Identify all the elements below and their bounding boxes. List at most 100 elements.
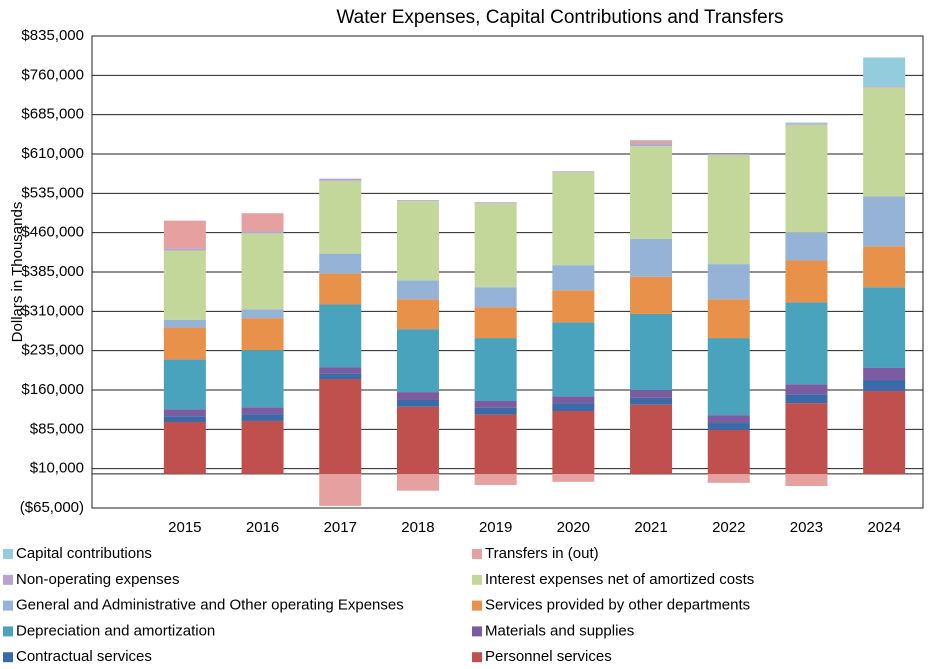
y-tick-label: $835,000 <box>21 27 84 44</box>
legend-swatch <box>3 549 13 559</box>
bar-segment <box>319 178 362 181</box>
y-tick-label: $535,000 <box>21 184 84 201</box>
bar-segment <box>163 319 206 328</box>
legend-swatch <box>472 652 482 663</box>
bar-segment <box>396 473 439 491</box>
legend-label: Services provided by other departments <box>485 597 750 614</box>
legend-label: Contractual services <box>16 648 152 665</box>
legend-swatch <box>472 549 482 559</box>
legend-label: Non-operating expenses <box>16 571 179 588</box>
bar-segment <box>785 384 828 395</box>
bar-segment <box>630 144 673 147</box>
bar-segment <box>396 329 439 393</box>
bar-segment <box>785 232 828 261</box>
bar-segment <box>474 338 517 402</box>
y-tick-label: $460,000 <box>21 224 84 241</box>
bar-segment <box>319 378 362 474</box>
legend-swatch <box>3 652 13 663</box>
chart-title: Water Expenses, Capital Contributions an… <box>336 7 783 28</box>
bar-segment <box>630 313 673 390</box>
legend-swatch <box>472 600 482 611</box>
legend-label: Interest expenses net of amortized costs <box>485 571 754 588</box>
x-tick-label: 2021 <box>634 519 667 536</box>
bar-segment <box>319 253 362 274</box>
y-axis-label: Dollars in Thousands <box>9 202 26 343</box>
bar-segment <box>707 264 750 300</box>
bar-segment <box>552 265 595 291</box>
bar-segment <box>707 423 750 430</box>
bar-segment <box>163 250 206 320</box>
bar-segment <box>319 367 362 374</box>
bar-segment <box>707 154 750 156</box>
y-tick-label: $610,000 <box>21 145 84 162</box>
bar-segment <box>319 180 362 254</box>
bar-segment <box>163 359 206 410</box>
bar-segment <box>319 304 362 368</box>
legend-label: Capital contributions <box>16 545 152 562</box>
bar-segment <box>552 322 595 397</box>
bar-segment <box>785 394 828 404</box>
legend-label: Depreciation and amortization <box>16 622 215 639</box>
x-tick-label: 2017 <box>324 519 357 536</box>
bar-segment <box>863 86 906 88</box>
bar-segment <box>163 416 206 422</box>
y-tick-label: $310,000 <box>21 302 84 319</box>
bar-segment <box>163 248 206 251</box>
bar-segment <box>863 57 906 87</box>
bar-segment <box>241 414 284 421</box>
bar-segment <box>552 473 595 482</box>
bar-segment <box>396 392 439 400</box>
bar-segment <box>785 124 828 233</box>
x-tick-label: 2020 <box>557 519 590 536</box>
legend-label: Personnel services <box>485 648 612 665</box>
bar-segment <box>241 420 284 474</box>
bar-segment <box>241 350 284 408</box>
bar-segment <box>241 233 284 310</box>
bar-segment <box>319 473 362 506</box>
bar-segment <box>707 429 750 474</box>
bar-segment <box>785 122 828 124</box>
bar-segment <box>863 246 906 288</box>
bar-segment <box>474 407 517 415</box>
legend-label: General and Administrative and Other ope… <box>16 597 404 614</box>
bar-segment <box>552 172 595 266</box>
x-tick-label: 2015 <box>168 519 201 536</box>
bar-segment <box>785 260 828 303</box>
bar-segment <box>630 397 673 405</box>
bar-segment <box>241 213 284 232</box>
bar-segment <box>785 473 828 486</box>
bar-segment <box>707 155 750 265</box>
y-tick-label: $685,000 <box>21 106 84 123</box>
y-tick-label: $85,000 <box>30 420 84 437</box>
bar-segment <box>630 146 673 239</box>
bar-segment <box>552 396 595 404</box>
bar-segment <box>474 202 517 204</box>
bar-segment <box>707 473 750 483</box>
bar-segment <box>474 203 517 288</box>
bar-segment <box>630 276 673 314</box>
bar-segment <box>707 415 750 424</box>
bar-segment <box>396 399 439 407</box>
y-tick-label: $10,000 <box>30 460 84 477</box>
bar-segment <box>552 290 595 323</box>
bar-segment <box>707 338 750 416</box>
x-tick-label: 2016 <box>246 519 279 536</box>
bar-segment <box>630 238 673 277</box>
bar-segment <box>785 403 828 474</box>
bar-segment <box>319 373 362 379</box>
bar-segment <box>474 287 517 308</box>
y-tick-label: $385,000 <box>21 263 84 280</box>
bar-segment <box>474 307 517 339</box>
bar-segment <box>863 196 906 247</box>
bar-segment <box>241 318 284 351</box>
bar-segment <box>863 87 906 197</box>
bar-segment <box>785 302 828 385</box>
y-tick-label: ($65,000) <box>20 499 84 516</box>
bar-segment <box>630 390 673 398</box>
bar-segment <box>630 139 673 141</box>
bar-segment <box>396 280 439 300</box>
bar-segment <box>474 414 517 474</box>
bar-segment <box>396 200 439 202</box>
bar-segment <box>241 231 284 234</box>
